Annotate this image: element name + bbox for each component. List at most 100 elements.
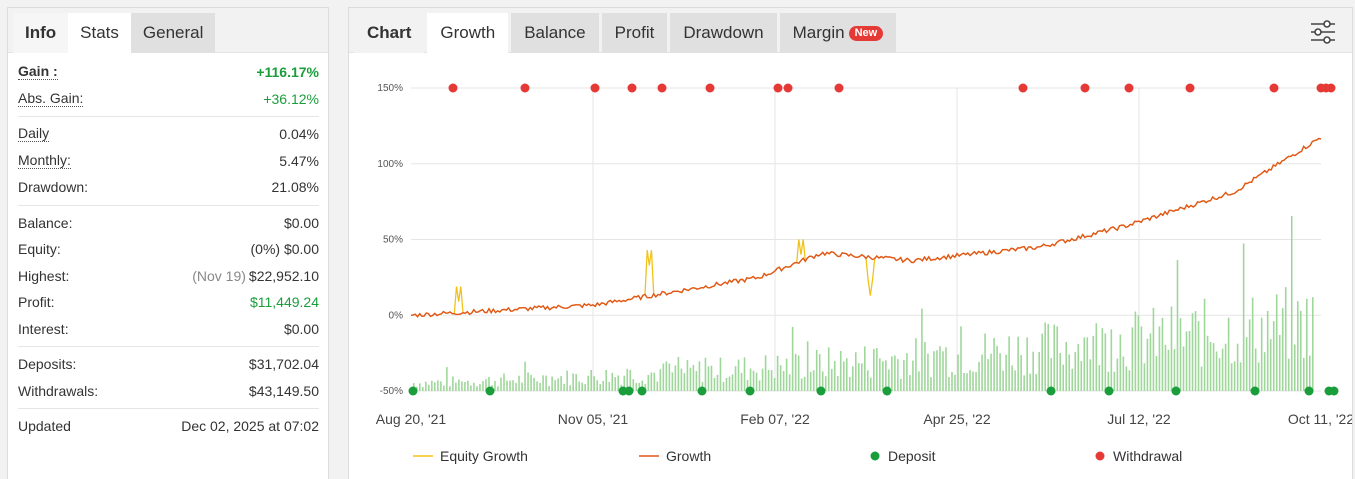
tab-margin-label: Margin (792, 23, 845, 42)
volume-bar (653, 372, 656, 391)
chart-settings-button[interactable] (1308, 17, 1338, 47)
volume-bar (542, 375, 544, 391)
growth-line (410, 137, 1322, 318)
volume-bar (1182, 346, 1185, 391)
deposits-value: $31,702.04 (248, 356, 319, 373)
volume-bar (734, 366, 737, 391)
deposit-marker (485, 386, 495, 396)
volume-bar (485, 379, 487, 391)
volume-bar (1017, 336, 1019, 391)
chart-tabs: Chart Growth Balance Profit Drawdown Mar… (349, 8, 1352, 53)
volume-bar (1221, 348, 1224, 391)
volume-bar (677, 356, 680, 391)
volume-bar (464, 381, 466, 391)
volume-bar (629, 369, 632, 391)
volume-bar (560, 376, 562, 391)
volume-bar (539, 382, 541, 391)
abs-gain-label[interactable]: Abs. Gain: (18, 89, 84, 107)
volume-bar (563, 383, 565, 391)
volume-bar (909, 374, 911, 391)
volume-bar (1062, 364, 1065, 391)
withdrawal-marker (1326, 83, 1336, 93)
volume-bar (806, 341, 809, 391)
volume-bar (842, 361, 845, 391)
volume-bar (791, 326, 794, 391)
stat-drawdown: Drawdown: 21.08% (18, 174, 319, 201)
volume-bar (1227, 317, 1230, 391)
volume-bar (632, 379, 635, 391)
volume-bar (1194, 311, 1197, 391)
tab-info[interactable]: Info (13, 13, 69, 53)
volume-bar (746, 380, 749, 391)
volume-bar (617, 375, 620, 391)
volume-bar (509, 380, 511, 391)
volume-bar (680, 368, 683, 391)
tab-growth[interactable]: Growth (427, 13, 509, 53)
volume-bar (425, 381, 427, 391)
tab-balance[interactable]: Balance (511, 13, 599, 53)
volume-bar (518, 375, 520, 391)
tab-profit[interactable]: Profit (601, 13, 668, 53)
volume-bar (530, 375, 532, 391)
tab-margin[interactable]: Margin New (779, 13, 897, 53)
volume-bar (948, 376, 950, 391)
x-tick-label: Apr 25, '22 (923, 411, 990, 427)
withdrawal-marker (1185, 83, 1195, 93)
volume-bar (581, 382, 583, 391)
volume-bar (963, 372, 965, 391)
volume-bar (1305, 298, 1308, 391)
volume-bar (1020, 354, 1022, 391)
volume-bar (1122, 356, 1125, 391)
volume-bar (839, 350, 842, 391)
volume-bar (1248, 319, 1251, 391)
volume-bar (1011, 365, 1013, 391)
volume-bar (1242, 243, 1245, 391)
volume-bar (488, 377, 490, 391)
volume-bar (692, 365, 695, 391)
gain-label[interactable]: Gain : (18, 63, 58, 81)
volume-bar (996, 345, 998, 391)
tab-drawdown[interactable]: Drawdown (670, 13, 777, 53)
volume-bar (584, 384, 586, 391)
x-tick-label: Nov 05, '21 (558, 411, 629, 427)
y-tick-label: 0% (389, 310, 404, 321)
volume-bar (1167, 349, 1170, 391)
volume-bar (1173, 349, 1176, 391)
volume-bar (954, 374, 956, 391)
volume-bar (1095, 323, 1098, 391)
volume-bar (578, 381, 580, 391)
drawdown-value: 21.08% (271, 179, 319, 196)
volume-bar (876, 348, 878, 391)
volume-bar (686, 360, 689, 391)
volume-bar (809, 371, 812, 391)
deposit-marker (882, 386, 892, 396)
volume-bar (1056, 326, 1059, 391)
tab-chart[interactable]: Chart (354, 13, 425, 53)
volume-bar (770, 370, 773, 391)
withdrawal-marker (1269, 83, 1279, 93)
volume-bar (1200, 366, 1203, 391)
volume-bar (918, 371, 920, 391)
deposit-marker (1104, 386, 1114, 396)
volume-bar (1077, 343, 1080, 391)
volume-bar (854, 352, 857, 391)
deposit-marker (1046, 386, 1056, 396)
volume-bar (1059, 352, 1062, 391)
tab-stats[interactable]: Stats (68, 13, 131, 53)
tab-general[interactable]: General (130, 13, 216, 53)
volume-bar (590, 369, 592, 391)
deposit-marker (1171, 386, 1181, 396)
volume-bar (1023, 375, 1025, 391)
daily-label[interactable]: Daily (18, 125, 50, 143)
volume-bar (728, 376, 731, 391)
volume-bar (608, 381, 611, 391)
volume-bar (1269, 339, 1272, 391)
volume-bar (503, 373, 505, 391)
volume-bar (473, 382, 475, 391)
volume-bar (479, 384, 481, 391)
volume-bar (536, 381, 538, 391)
volume-bar (794, 353, 797, 391)
x-tick-label: Oct 11, '22 (1288, 411, 1352, 427)
y-tick-label: 150% (377, 83, 403, 94)
monthly-label[interactable]: Monthly: (18, 151, 71, 169)
